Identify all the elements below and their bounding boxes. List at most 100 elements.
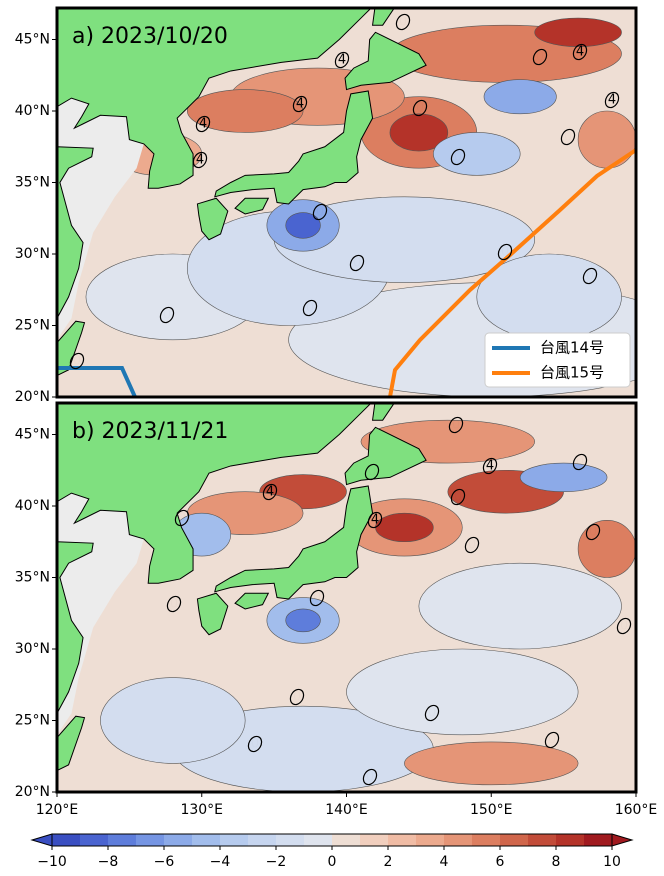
anomaly-patch	[186, 89, 304, 133]
lat-tick-label: 20°N	[15, 784, 50, 800]
land	[57, 8, 372, 189]
contour-label: 4	[486, 459, 494, 474]
colorbar-tick-label: 8	[552, 854, 561, 870]
colorbar-tick-label: 2	[384, 854, 393, 870]
anomaly-patch	[534, 17, 622, 47]
contour-label: 0	[454, 490, 462, 505]
colorbar-cell	[472, 834, 501, 846]
contour-ring	[174, 509, 190, 527]
land	[344, 426, 427, 486]
colorbar-tick-label: −8	[98, 854, 119, 870]
colorbar-extend	[30, 833, 53, 847]
land	[57, 715, 86, 772]
contour-label: 0	[452, 418, 460, 433]
land	[196, 592, 229, 636]
contour-ring	[292, 95, 308, 113]
colorbar-extend	[611, 833, 634, 847]
colorbar-tick-label: −4	[210, 854, 231, 870]
contour-ring	[69, 352, 85, 370]
colorbar-cell	[500, 834, 529, 846]
anomaly-patch	[285, 212, 321, 239]
contour-label: 0	[428, 706, 436, 721]
contour-ring	[349, 254, 365, 272]
contour-label: 0	[416, 101, 424, 116]
colorbar-cell	[556, 834, 585, 846]
contour-ring	[159, 306, 175, 324]
contour-label: 0	[536, 50, 544, 65]
legend-label: 台風15号	[540, 364, 604, 382]
colorbar-cell	[220, 834, 249, 846]
lat-tick-label: 35°N	[15, 175, 50, 191]
contour-label: 0	[586, 269, 594, 284]
land	[57, 403, 372, 584]
colorbar-cell	[416, 834, 445, 846]
anomaly-patch	[418, 562, 622, 650]
lat-tick-label: 30°N	[15, 641, 50, 657]
lat-tick-label: 40°N	[15, 103, 50, 119]
lat-tick-label: 30°N	[15, 246, 50, 262]
contour-ring	[367, 511, 383, 529]
contour-ring	[482, 457, 498, 475]
contour-ring	[464, 536, 480, 554]
anomaly-patch	[433, 132, 521, 176]
contour-label: 0	[620, 619, 628, 634]
contour-ring	[532, 48, 548, 66]
contour-label: 0	[170, 597, 178, 612]
panel-label: b) 2023/11/21	[72, 419, 228, 444]
contour-label: 0	[313, 591, 321, 606]
contour-ring	[585, 523, 601, 541]
contour-label: 4	[371, 513, 379, 528]
lon-tick-label: 160°E	[615, 802, 658, 818]
contour-ring	[334, 51, 350, 69]
contour-ring	[450, 148, 466, 166]
contour-ring	[362, 768, 378, 786]
contour-ring	[195, 115, 211, 133]
contour-ring	[604, 91, 620, 109]
colorbar-cell	[108, 834, 137, 846]
anomaly-patch	[519, 462, 608, 493]
contour-label: 0	[589, 525, 597, 540]
land	[234, 197, 270, 215]
lat-tick-label: 25°N	[15, 318, 50, 334]
colorbar-tick-label: −2	[266, 854, 287, 870]
colorbar-cell	[360, 834, 389, 846]
contour-label: 0	[73, 354, 81, 369]
lat-tick-label: 35°N	[15, 570, 50, 586]
colorbar-cell	[248, 834, 277, 846]
lat-tick-label: 25°N	[15, 713, 50, 729]
colorbar-cell	[136, 834, 165, 846]
contour-label: 0	[353, 256, 361, 271]
contour-ring	[572, 43, 588, 61]
lon-tick-label: 150°E	[470, 802, 513, 818]
anomaly-patch	[285, 608, 321, 633]
contour-ring	[412, 99, 428, 117]
colorbar-cell	[332, 834, 361, 846]
contour-label: 0	[178, 511, 186, 526]
contour-label: 0	[576, 455, 584, 470]
anomaly-patch	[577, 110, 636, 169]
anomaly-patch	[375, 512, 434, 543]
colorbar-tick-label: 0	[328, 854, 337, 870]
anomaly-patch	[577, 520, 636, 578]
colorbar-cell	[80, 834, 109, 846]
colorbar-cell	[192, 834, 221, 846]
colorbar-tick-label: 10	[603, 854, 621, 870]
contour-ring	[395, 13, 411, 31]
contour-label: 0	[468, 538, 476, 553]
contour-label: 4	[296, 97, 304, 112]
contour-label: 4	[266, 485, 274, 500]
colorbar-cell	[52, 834, 81, 846]
lon-tick-label: 130°E	[180, 802, 223, 818]
contour-ring	[450, 488, 466, 506]
colorbar-tick-label: 4	[440, 854, 449, 870]
anomaly-patch	[389, 113, 449, 152]
contour-label: 0	[316, 205, 324, 220]
contour-ring	[289, 688, 305, 706]
contour-label: 4	[196, 153, 204, 168]
contour-label: 0	[501, 245, 509, 260]
typhoon-track	[388, 148, 636, 397]
contour-ring	[302, 299, 318, 317]
lat-tick-label: 20°N	[15, 389, 50, 405]
land	[371, 8, 395, 26]
contour-ring	[497, 243, 513, 261]
